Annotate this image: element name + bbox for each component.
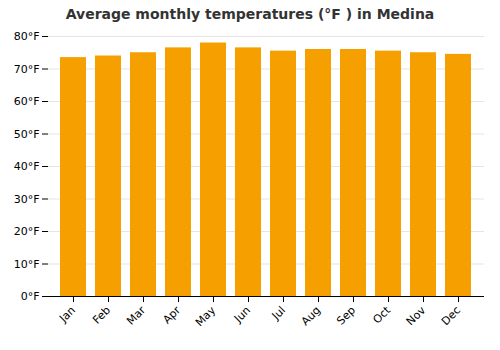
svg-text:Apr: Apr (160, 303, 183, 326)
svg-text:Sep: Sep (334, 304, 358, 328)
svg-text:70°F: 70°F (14, 63, 40, 76)
svg-text:30°F: 30°F (14, 193, 40, 206)
svg-text:50°F: 50°F (14, 128, 40, 141)
svg-text:60°F: 60°F (14, 95, 40, 108)
svg-text:10°F: 10°F (14, 258, 40, 271)
svg-text:Jun: Jun (231, 304, 253, 326)
svg-text:0°F: 0°F (21, 290, 40, 303)
svg-text:Aug: Aug (299, 304, 323, 328)
svg-text:20°F: 20°F (14, 225, 40, 238)
svg-text:Jan: Jan (56, 304, 78, 326)
html-text:Average monthly temperatures (: Average monthly temperatures (°F ) in Me… (65, 6, 435, 22)
svg-text:Dec: Dec (439, 304, 463, 328)
svg-text:80°F: 80°F (14, 30, 40, 43)
svg-text:40°F: 40°F (14, 160, 40, 173)
svg-text:May: May (193, 303, 219, 329)
svg-text:Jul: Jul (269, 304, 288, 323)
svg-text:Nov: Nov (404, 303, 429, 328)
svg-text:Mar: Mar (124, 303, 148, 327)
svg-text:Oct: Oct (370, 303, 393, 326)
svg-text:Feb: Feb (90, 304, 113, 327)
